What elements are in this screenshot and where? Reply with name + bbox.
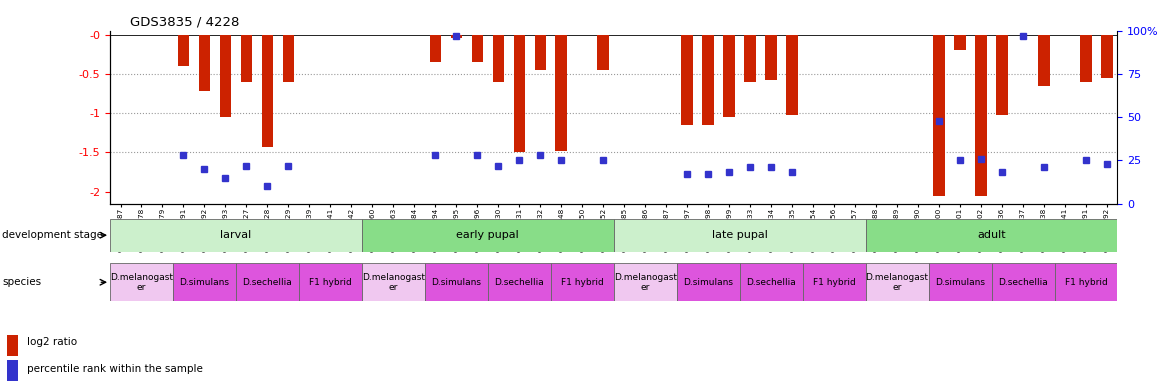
Bar — [450, 35, 462, 38]
Bar — [262, 35, 273, 147]
Bar — [598, 35, 609, 70]
Text: early pupal: early pupal — [456, 230, 519, 240]
Bar — [1055, 263, 1117, 301]
Text: F1 hybrid: F1 hybrid — [1064, 278, 1107, 287]
Bar — [865, 263, 929, 301]
Bar — [173, 263, 236, 301]
Text: D.melanogast
er: D.melanogast er — [614, 273, 676, 292]
Bar — [614, 219, 865, 252]
Text: D.melanogast
er: D.melanogast er — [110, 273, 173, 292]
Text: GDS3835 / 4228: GDS3835 / 4228 — [130, 15, 240, 28]
Text: F1 hybrid: F1 hybrid — [813, 278, 856, 287]
Bar — [492, 35, 504, 82]
Bar — [535, 35, 547, 70]
Text: D.simulans: D.simulans — [683, 278, 733, 287]
Bar — [765, 35, 777, 80]
Bar — [488, 263, 551, 301]
Text: D.melanogast
er: D.melanogast er — [865, 273, 929, 292]
Text: D.sechellia: D.sechellia — [494, 278, 544, 287]
Bar — [361, 263, 425, 301]
Bar — [110, 263, 173, 301]
Bar — [241, 35, 252, 82]
Bar — [802, 263, 865, 301]
Bar — [513, 35, 525, 152]
Bar — [681, 35, 692, 125]
Bar — [865, 219, 1117, 252]
Bar — [551, 263, 614, 301]
Bar — [745, 35, 756, 82]
Bar — [7, 360, 19, 381]
Bar — [236, 263, 299, 301]
Bar — [220, 35, 232, 117]
Text: D.sechellia: D.sechellia — [242, 278, 292, 287]
Bar — [199, 35, 211, 91]
Bar — [1080, 35, 1092, 82]
Bar — [933, 35, 945, 196]
Text: D.simulans: D.simulans — [935, 278, 985, 287]
Bar — [283, 35, 294, 82]
Bar — [724, 35, 735, 117]
Text: D.sechellia: D.sechellia — [746, 278, 796, 287]
Bar — [1039, 35, 1050, 86]
Bar — [614, 263, 676, 301]
Bar — [991, 263, 1055, 301]
Bar — [975, 35, 987, 196]
Bar — [471, 35, 483, 62]
Bar — [703, 35, 714, 125]
Text: late pupal: late pupal — [712, 230, 768, 240]
Text: D.melanogast
er: D.melanogast er — [361, 273, 425, 292]
Text: D.simulans: D.simulans — [179, 278, 229, 287]
Bar — [7, 335, 19, 356]
Text: D.sechellia: D.sechellia — [998, 278, 1048, 287]
Bar — [110, 219, 361, 252]
Bar — [996, 35, 1007, 115]
Text: F1 hybrid: F1 hybrid — [560, 278, 603, 287]
Bar — [299, 263, 361, 301]
Bar — [954, 35, 966, 50]
Bar — [929, 263, 991, 301]
Bar — [430, 35, 441, 62]
Text: development stage: development stage — [2, 230, 103, 240]
Bar — [786, 35, 798, 115]
Bar — [676, 263, 740, 301]
Bar — [740, 263, 802, 301]
Text: species: species — [2, 277, 42, 287]
Bar — [361, 219, 614, 252]
Text: larval: larval — [220, 230, 251, 240]
Bar — [1101, 35, 1113, 78]
Text: percentile rank within the sample: percentile rank within the sample — [27, 364, 203, 374]
Bar — [177, 35, 189, 66]
Bar — [425, 263, 488, 301]
Text: adult: adult — [977, 230, 1006, 240]
Text: D.simulans: D.simulans — [431, 278, 482, 287]
Text: F1 hybrid: F1 hybrid — [309, 278, 352, 287]
Text: log2 ratio: log2 ratio — [27, 337, 76, 347]
Bar — [556, 35, 567, 151]
